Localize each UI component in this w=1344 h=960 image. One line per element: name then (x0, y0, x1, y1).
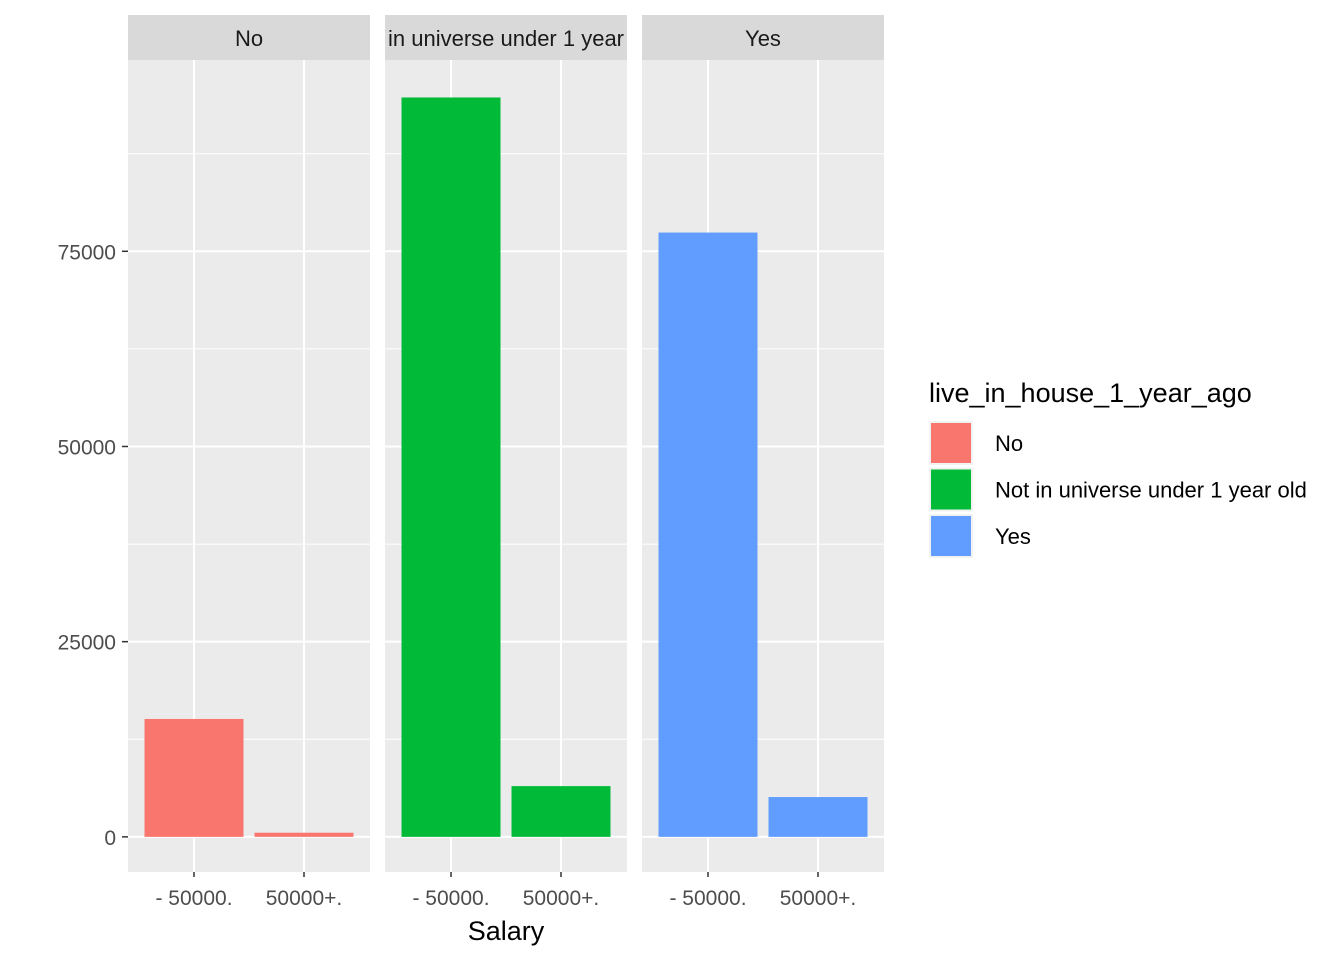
bar (254, 832, 354, 837)
facet-strip-label: No (235, 26, 263, 51)
facet-panel: No - 50000. 50000+. (128, 15, 370, 910)
legend: live_in_house_1_year_ago No Not in univer… (929, 378, 1307, 558)
legend-swatch (931, 469, 971, 510)
x-tick-label: 50000+. (523, 887, 600, 910)
x-tick-label: - 50000. (669, 887, 746, 910)
legend-swatch (931, 516, 971, 556)
facet-strip (642, 15, 884, 60)
facet-strip-label: in universe under 1 year (388, 26, 624, 51)
facet-panels: No- 50000. 50000+.in universe under 1 yea… (128, 15, 884, 910)
x-tick-label: 50000+. (266, 887, 343, 910)
x-tick-label: 50000+. (780, 887, 857, 910)
bar (768, 797, 868, 837)
y-axis: 0 25000 50000 75000 (58, 241, 128, 850)
bar (401, 97, 501, 837)
legend-label: No (995, 431, 1023, 456)
facet-strip (128, 15, 370, 60)
legend-title: live_in_house_1_year_ago (929, 378, 1252, 408)
facet-strip-label: Yes (745, 26, 781, 51)
facet-strip (385, 15, 627, 60)
legend-label: Yes (995, 524, 1031, 549)
y-tick-label: 25000 (58, 632, 116, 655)
bar (144, 718, 244, 837)
bar (658, 232, 758, 837)
facet-panel: in universe under 1 year - 50000. 50000+. (385, 15, 627, 910)
y-tick-label: 75000 (58, 241, 116, 264)
bar (511, 786, 611, 837)
y-tick-label: 50000 (58, 436, 116, 459)
facet-panel: Yes - 50000. 50000+. (642, 15, 884, 910)
legend-label: Not in universe under 1 year old (995, 478, 1307, 503)
x-tick-label: - 50000. (412, 887, 489, 910)
x-axis-title: Salary (468, 916, 545, 946)
x-tick-label: - 50000. (155, 887, 232, 910)
legend-swatch (931, 423, 971, 463)
y-tick-label: 0 (104, 827, 116, 850)
